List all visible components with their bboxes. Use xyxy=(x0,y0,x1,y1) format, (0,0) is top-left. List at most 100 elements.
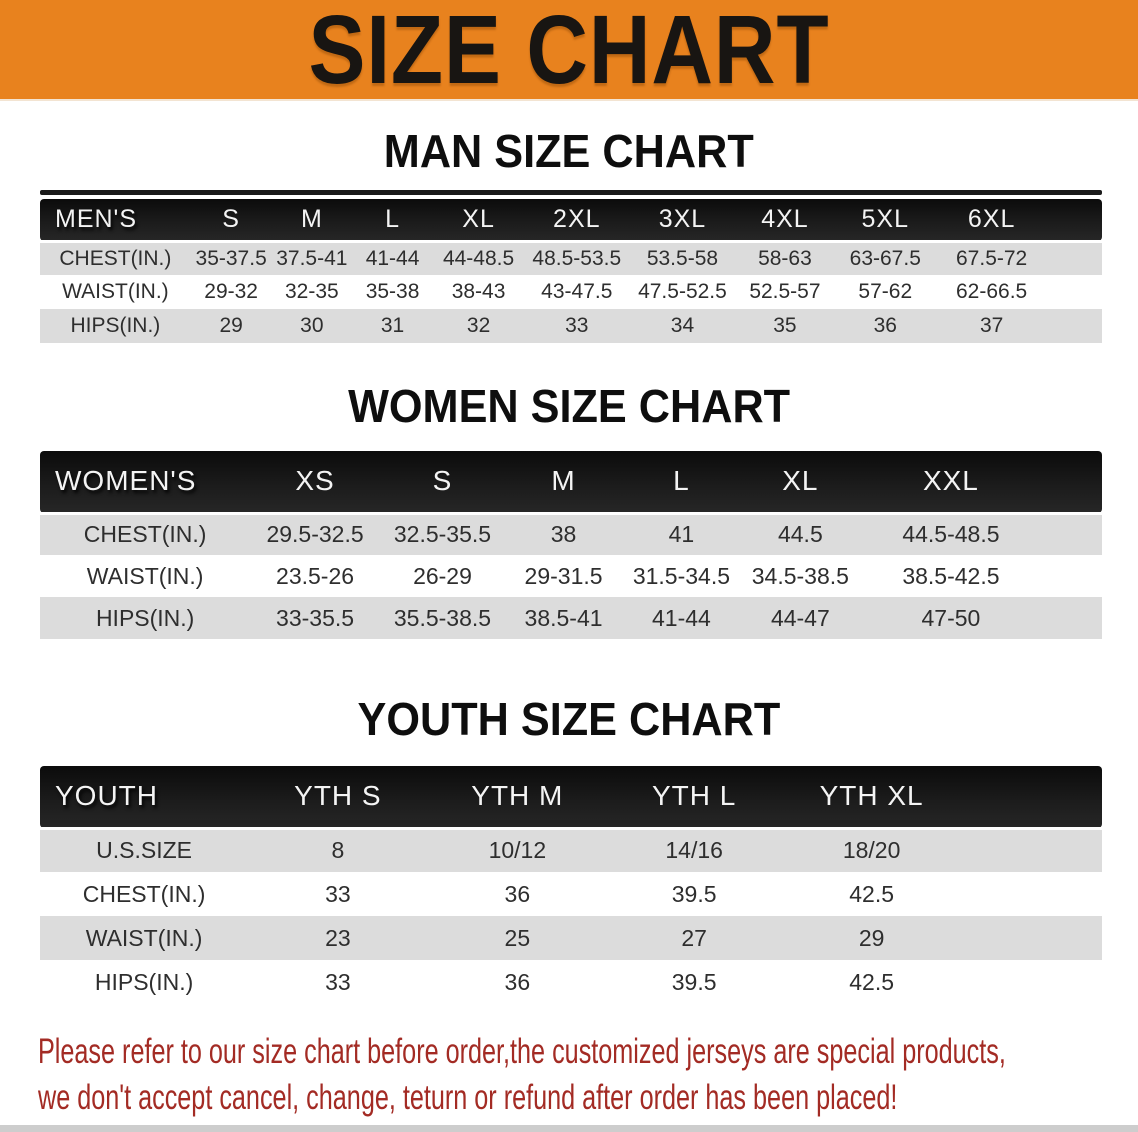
value-cell: 38.5-42.5 xyxy=(902,562,1000,589)
mens-size-table-slot: MEN'S S M L XL 2XL 3XL 4XL 5XL 6XL CHEST(IN.) 35-37… xyxy=(40,199,1102,343)
value-cell: 31 xyxy=(380,314,405,337)
value-cell: 29-31.5 xyxy=(524,562,603,589)
row-label-cell: WAIST(IN.) xyxy=(62,280,169,303)
man-section-heading: MAN SIZE CHART xyxy=(384,125,754,177)
value-cell: 29 xyxy=(219,314,243,337)
column-header-cell: 6XL xyxy=(936,199,1102,243)
value-cell: 36 xyxy=(873,314,897,337)
column-header-cell: XXL xyxy=(859,451,1102,515)
row-label-cell: CHEST(IN.) xyxy=(83,521,207,548)
value-cell: 35-37.5 xyxy=(195,246,267,270)
table-row: WAIST(IN.) 29-32 32-35 35-38 38-43 43-47.5 47.… xyxy=(40,275,1102,309)
table-row: CHEST(IN.) 29.5-32.5 32.5-35.5 38 41 44.5 44.5… xyxy=(40,513,1102,555)
value-cell: 44.5 xyxy=(777,521,823,548)
value-cell: 62-66.5 xyxy=(956,280,1028,303)
column-header-cell: 4XL xyxy=(735,199,835,243)
value-cell: 25 xyxy=(504,924,531,951)
column-header-cell: XL xyxy=(740,451,860,515)
value-cell: 52.5-57 xyxy=(749,280,821,303)
value-cell: 36 xyxy=(504,880,531,907)
table-row: HIPS(IN.) 29 30 31 32 33 34 35 36 37 xyxy=(40,309,1102,343)
table-top-rule xyxy=(40,190,1102,195)
top-banner: SIZE CHART xyxy=(0,0,1138,101)
column-header-cell: 3XL xyxy=(629,199,736,243)
page-title: SIZE CHART xyxy=(308,0,830,104)
row-label-cell: U.S.SIZE xyxy=(96,837,192,864)
value-cell: 34 xyxy=(670,314,695,337)
value-cell: 47.5-52.5 xyxy=(638,280,727,303)
table-row: HIPS(IN.) 33-35.5 35.5-38.5 38.5-41 41-44 44-… xyxy=(40,597,1102,639)
value-cell: 38.5-41 xyxy=(524,604,603,631)
value-cell: 32.5-35.5 xyxy=(393,521,492,548)
disclaimer-line-2: we don't accept cancel, change, teturn o… xyxy=(38,1078,898,1117)
value-cell: 42.5 xyxy=(849,880,894,907)
row-label-cell: WAIST(IN.) xyxy=(86,562,204,589)
value-cell: 63-67.5 xyxy=(849,246,921,270)
value-cell: 57-62 xyxy=(858,280,913,303)
table-row: HIPS(IN.) 33 36 39.5 42.5 xyxy=(40,960,1102,1004)
table-header-row: WOMEN'S XS S M L XL XXL xyxy=(40,451,1102,515)
value-cell: 67.5-72 xyxy=(956,246,1028,270)
value-cell: 58-63 xyxy=(758,246,812,270)
value-cell: 44-47 xyxy=(770,604,830,631)
row-label-cell: HIPS(IN.) xyxy=(70,314,161,337)
row-label-cell: CHEST(IN.) xyxy=(59,246,172,270)
mens-table-container: MEN'S S M L XL 2XL 3XL 4XL 5XL 6XL CHEST(IN.) 35-37… xyxy=(40,190,1102,343)
table-header-row: YOUTH YTH S YTH M YTH L YTH XL xyxy=(40,766,1102,830)
value-cell: 29-32 xyxy=(204,280,258,303)
value-cell: 33 xyxy=(565,314,589,337)
value-cell: 53.5-58 xyxy=(646,246,719,270)
table-title-cell: MEN'S xyxy=(40,199,191,243)
disclaimer-line-1: Please refer to our size chart before or… xyxy=(38,1032,1006,1071)
value-cell: 18/20 xyxy=(842,837,901,864)
value-cell: 35-38 xyxy=(365,280,420,303)
value-cell: 39.5 xyxy=(671,880,717,907)
column-header-cell: YTH M xyxy=(427,766,608,830)
value-cell: 44.5-48.5 xyxy=(902,521,1000,548)
youth-section-heading: YOUTH SIZE CHART xyxy=(357,693,781,745)
value-cell: 14/16 xyxy=(665,837,723,864)
value-cell: 48.5-53.5 xyxy=(532,246,622,270)
value-cell: 35 xyxy=(773,314,797,337)
value-cell: 35.5-38.5 xyxy=(393,604,492,631)
disclaimer-text: Please refer to our size chart before or… xyxy=(38,1029,1118,1121)
value-cell: 26-29 xyxy=(413,562,472,589)
youth-size-table-slot: YOUTH YTH S YTH M YTH L YTH XL U.S.SIZE 8 10/12… xyxy=(40,766,1102,1004)
youth-table-container: YOUTH YTH S YTH M YTH L YTH XL U.S.SIZE 8 10/12… xyxy=(40,766,1102,1004)
value-cell: 27 xyxy=(681,924,707,951)
value-cell: 41-44 xyxy=(365,246,420,270)
column-header-cell: 5XL xyxy=(834,199,937,243)
value-cell: 43-47.5 xyxy=(541,280,613,303)
column-header-cell: YTH S xyxy=(248,766,428,830)
value-cell: 34.5-38.5 xyxy=(751,562,849,589)
row-label-cell: WAIST(IN.) xyxy=(85,924,203,951)
row-label-cell: HIPS(IN.) xyxy=(94,968,194,995)
value-cell: 47-50 xyxy=(921,604,981,631)
value-cell: 23.5-26 xyxy=(276,562,355,589)
value-cell: 39.5 xyxy=(671,968,717,995)
women-section-heading: WOMEN SIZE CHART xyxy=(347,380,790,432)
value-cell: 23 xyxy=(325,924,351,951)
women-size-table: WOMEN'S XS S M L XL XXL CHEST(IN.) 29.5-32.5 32.5… xyxy=(40,451,1102,639)
row-label-cell: HIPS(IN.) xyxy=(95,604,195,631)
value-cell: 37.5-41 xyxy=(276,246,348,270)
bottom-edge-strip xyxy=(0,1125,1138,1132)
value-cell: 33-35.5 xyxy=(276,604,355,631)
value-cell: 33 xyxy=(325,968,351,995)
womens-table-container: WOMEN'S XS S M L XL XXL CHEST(IN.) 29.5-32.5 32.5… xyxy=(40,451,1102,639)
column-header-cell: 2XL xyxy=(524,199,630,243)
column-header-cell: L xyxy=(621,451,741,515)
value-cell: 29 xyxy=(858,924,885,951)
column-header-cell: S xyxy=(190,199,272,243)
value-cell: 33 xyxy=(325,880,351,907)
value-cell: 30 xyxy=(300,314,324,337)
womens-size-table-slot: WOMEN'S XS S M L XL XXL CHEST(IN.) 29.5-32.5 32.5… xyxy=(40,451,1102,639)
column-header-cell: YTH L xyxy=(607,766,782,830)
column-header-cell: S xyxy=(379,451,506,515)
value-cell: 8 xyxy=(331,837,345,864)
value-cell: 32 xyxy=(466,314,491,337)
value-cell: 42.5 xyxy=(849,968,894,995)
table-header-row: MEN'S S M L XL 2XL 3XL 4XL 5XL 6XL xyxy=(40,199,1102,243)
column-header-cell: L xyxy=(352,199,433,243)
